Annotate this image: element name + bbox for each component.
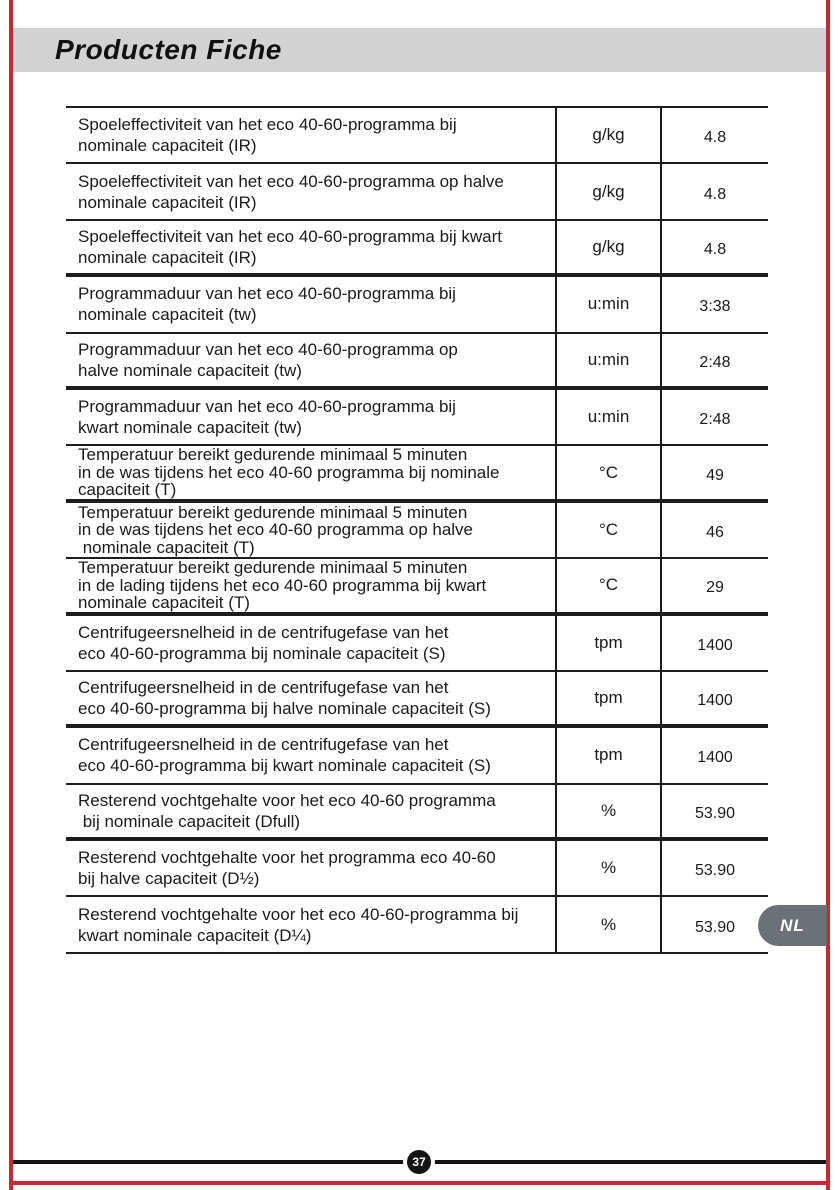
table-row: Programmaduur van het eco 40-60-programm… xyxy=(66,277,768,334)
table-row: Temperatuur bereikt gedurende minimaal 5… xyxy=(66,502,768,560)
row-description: Resterend vochtgehalte voor het eco 40-6… xyxy=(78,904,519,945)
row-value: 1400 xyxy=(697,692,733,710)
row-description: Programmaduur van het eco 40-60-programm… xyxy=(78,339,458,380)
row-value: 53.90 xyxy=(694,918,736,936)
row-unit: % xyxy=(555,784,662,838)
row-value: 2:48 xyxy=(699,353,731,371)
row-description: Spoeleffectiviteit van het eco 40-60-pro… xyxy=(78,115,457,156)
table-row: Resterend vochtgehalte voor het programm… xyxy=(66,841,768,898)
table-row: Programmaduur van het eco 40-60-programm… xyxy=(66,389,768,447)
row-description: Resterend vochtgehalte voor het programm… xyxy=(78,848,496,889)
table-row: Centrifugeersnelheid in de centrifugefas… xyxy=(66,728,768,785)
table-row: Centrifugeersnelheid in de centrifugefas… xyxy=(66,671,768,729)
row-unit: u:min xyxy=(555,389,662,445)
row-unit: % xyxy=(555,897,662,952)
page-border-bottom xyxy=(9,1181,830,1185)
table-row: Spoeleffectiviteit van het eco 40-60-pro… xyxy=(66,108,768,165)
page-border-left xyxy=(9,0,13,1190)
row-unit: °C xyxy=(555,446,662,499)
language-badge: NL xyxy=(758,905,827,946)
row-unit: °C xyxy=(555,559,662,612)
row-description: Temperatuur bereikt gedurende minimaal 5… xyxy=(78,558,487,613)
row-value: 3:38 xyxy=(699,298,731,316)
product-table-body: Spoeleffectiviteit van het eco 40-60-pro… xyxy=(66,108,768,954)
row-description: Temperatuur bereikt gedurende minimaal 5… xyxy=(78,445,500,500)
row-unit: tpm xyxy=(555,671,662,725)
row-value: 53.90 xyxy=(694,862,736,880)
row-description: Programmaduur van het eco 40-60-programm… xyxy=(78,397,456,438)
page-number-badge: 37 xyxy=(407,1150,431,1174)
table-row: Spoeleffectiviteit van het eco 40-60-pro… xyxy=(66,220,768,278)
row-unit: tpm xyxy=(555,615,662,670)
table-row: Resterend vochtgehalte voor het eco 40-6… xyxy=(66,897,768,954)
row-description: Centrifugeersnelheid in de centrifugefas… xyxy=(78,735,491,776)
row-unit: g/kg xyxy=(555,108,662,163)
row-value: 4.8 xyxy=(703,129,727,147)
table-row: Temperatuur bereikt gedurende minimaal 5… xyxy=(66,558,768,616)
row-unit: u:min xyxy=(555,333,662,386)
row-description: Centrifugeersnelheid in de centrifugefas… xyxy=(78,622,449,663)
row-value: 2:48 xyxy=(699,411,731,429)
row-unit: u:min xyxy=(555,277,662,332)
row-value: 46 xyxy=(706,523,724,541)
row-description: Spoeleffectiviteit van het eco 40-60-pro… xyxy=(78,171,504,212)
row-value: 1400 xyxy=(697,749,733,767)
page-border-right xyxy=(826,0,830,1190)
row-value: 4.8 xyxy=(703,240,727,258)
row-description: Spoeleffectiviteit van het eco 40-60-pro… xyxy=(78,226,502,267)
row-value: 49 xyxy=(706,466,724,484)
title-bar: Producten Fiche xyxy=(13,28,826,72)
row-description: Programmaduur van het eco 40-60-programm… xyxy=(78,284,456,325)
row-value: 4.8 xyxy=(703,185,727,203)
row-unit: tpm xyxy=(555,728,662,783)
row-value: 53.90 xyxy=(694,804,736,822)
row-description: Centrifugeersnelheid in de centrifugefas… xyxy=(78,678,491,719)
row-unit: g/kg xyxy=(555,220,662,274)
table-row: Centrifugeersnelheid in de centrifugefas… xyxy=(66,615,768,672)
row-unit: g/kg xyxy=(555,164,662,219)
table-row: Spoeleffectiviteit van het eco 40-60-pro… xyxy=(66,164,768,221)
product-fiche-table: Spoeleffectiviteit van het eco 40-60-pro… xyxy=(66,106,768,954)
row-value: 29 xyxy=(706,579,724,597)
table-row: Resterend vochtgehalte voor het eco 40-6… xyxy=(66,784,768,842)
row-description: Resterend vochtgehalte voor het eco 40-6… xyxy=(78,790,496,831)
table-row: Programmaduur van het eco 40-60-programm… xyxy=(66,333,768,390)
page-title: Producten Fiche xyxy=(55,34,282,65)
table-row: Temperatuur bereikt gedurende minimaal 5… xyxy=(66,445,768,503)
row-value: 1400 xyxy=(697,636,733,654)
row-unit: % xyxy=(555,841,662,896)
row-description: Temperatuur bereikt gedurende minimaal 5… xyxy=(78,502,474,557)
row-unit: °C xyxy=(555,502,662,558)
